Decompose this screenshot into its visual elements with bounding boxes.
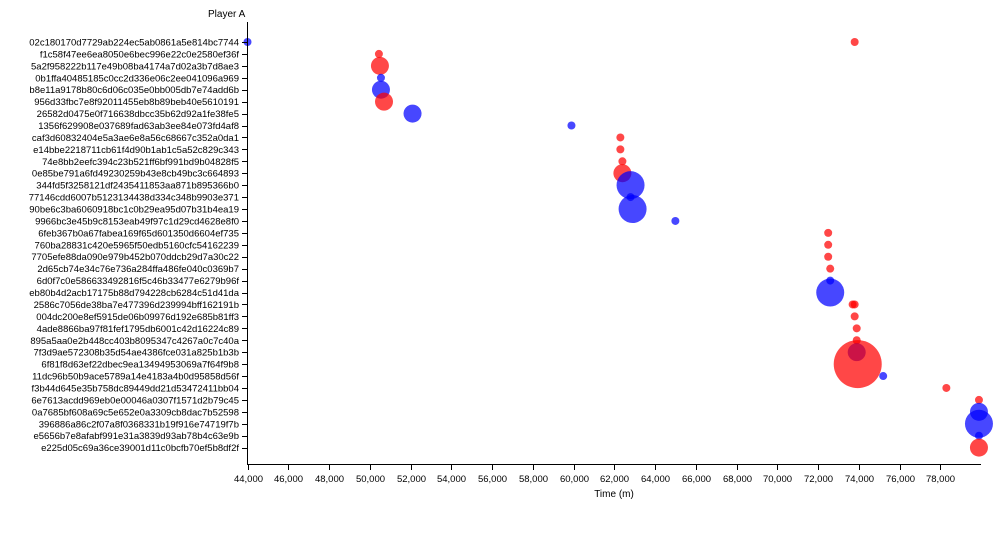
row-label: 9966bc3e45b9c8153eab49f97c1d29cd4628e8f0 bbox=[35, 216, 239, 227]
row-label: 1356f629908e037689fad63ab3ee84e073fd4af8 bbox=[38, 121, 239, 132]
x-tick-label: 74,000 bbox=[845, 474, 874, 485]
data-point-red[interactable] bbox=[850, 300, 859, 309]
data-point-red[interactable] bbox=[374, 49, 383, 58]
data-point-red[interactable] bbox=[824, 240, 833, 249]
row-label: 11dc96b50b9ace5789a14e4183a4b0d95858d56f bbox=[32, 372, 239, 383]
row-label: e5656b7e8afabf991e31a3839d93ab78b4c63e9b bbox=[33, 431, 239, 442]
data-point-red[interactable] bbox=[833, 340, 882, 389]
data-point-blue[interactable] bbox=[671, 216, 680, 225]
data-point-red[interactable] bbox=[824, 228, 833, 237]
row-label: e14bbe2218711cb61f4d90b1ab1c5a52c829c343 bbox=[33, 145, 239, 156]
x-tick-label: 46,000 bbox=[274, 474, 303, 485]
row-label: 396886a86c2f07a8f0368331b19f916e74719f7b bbox=[39, 419, 239, 430]
row-label: 956d33fbc7e8f92011455eb8b89beb40e5610191 bbox=[34, 97, 239, 108]
y-axis: Player A 02c180170d7729ab224ec5ab0861a5e… bbox=[29, 9, 248, 464]
row-label: 2586c7056de38ba7e477396d239994bff162191b bbox=[34, 300, 239, 311]
y-axis-title: Player A bbox=[208, 9, 246, 20]
data-point-blue[interactable] bbox=[974, 431, 983, 440]
x-axis: 44,000 46,000 48,000 50,000 52,000 54,000 56,0… bbox=[234, 464, 981, 500]
data-point-blue[interactable] bbox=[879, 372, 888, 381]
x-tick-label: 66,000 bbox=[682, 474, 711, 485]
data-point-blue[interactable] bbox=[816, 278, 845, 307]
row-label: 7705efe88da090e979b452b070ddcb29d7a30c22 bbox=[31, 252, 239, 263]
data-point-blue[interactable] bbox=[567, 121, 576, 130]
data-point-red[interactable] bbox=[850, 38, 859, 46]
row-label: 004dc200e8ef5915de06b09976d192e685b81ff3 bbox=[36, 312, 239, 323]
row-label: 77146cdd6007b5123134438d334c348b9903e371 bbox=[29, 193, 239, 204]
x-axis-title: Time (m) bbox=[594, 489, 634, 500]
x-tick-label: 68,000 bbox=[723, 474, 752, 485]
data-point-red[interactable] bbox=[616, 133, 625, 142]
x-tick-label: 62,000 bbox=[600, 474, 629, 485]
row-labels: 02c180170d7729ab224ec5ab0861a5e814bc7744… bbox=[29, 38, 248, 454]
x-tick-label: 78,000 bbox=[926, 474, 955, 485]
data-point-blue[interactable] bbox=[616, 171, 645, 200]
data-point-red[interactable] bbox=[852, 324, 861, 333]
row-label: eb80b4d2acb17175b88d794228cb6284c51d41da bbox=[29, 288, 239, 299]
row-label: e225d05c69a36ce39001d11c0bcfb70ef5b8df2f bbox=[41, 443, 239, 454]
x-tick-label: 52,000 bbox=[397, 474, 426, 485]
x-tick-label: 48,000 bbox=[315, 474, 344, 485]
x-tick-label: 72,000 bbox=[804, 474, 833, 485]
row-label: 344fd5f3258121df2435411853aa871b895366b0 bbox=[36, 181, 239, 192]
x-tick-label: 56,000 bbox=[478, 474, 507, 485]
row-label: 6feb367b0a67fabea169f65d601350d6604ef735 bbox=[38, 228, 239, 239]
row-label: 74e8bb2eefc394c23b521ff6bf991bd9b04828f5 bbox=[42, 157, 239, 168]
x-tick-label: 64,000 bbox=[641, 474, 670, 485]
x-tick-label: 60,000 bbox=[560, 474, 589, 485]
data-point-red[interactable] bbox=[969, 438, 988, 457]
row-label: 0b1ffa40485185c0cc2d336e06c2ee041096a969 bbox=[35, 73, 239, 84]
row-label: b8e11a9178b80c6d06c035e0bb005db7e74add6b bbox=[29, 85, 239, 96]
x-tick-label: 58,000 bbox=[519, 474, 548, 485]
data-point-red[interactable] bbox=[850, 312, 859, 321]
data-point-red[interactable] bbox=[942, 383, 951, 392]
row-label: 02c180170d7729ab224ec5ab0861a5e814bc7744 bbox=[29, 38, 239, 49]
x-ticks: 44,000 46,000 48,000 50,000 52,000 54,000 56,0… bbox=[234, 464, 955, 485]
data-point-red[interactable] bbox=[616, 145, 625, 154]
row-label: f1c58f47ee6ea8050e6bec996e22c0e2580ef36f bbox=[40, 49, 240, 60]
x-tick-label: 76,000 bbox=[886, 474, 915, 485]
data-point-blue[interactable] bbox=[376, 73, 385, 82]
row-label: 0e85be791a6fd49230259b43e8cb49bc3c664893 bbox=[32, 169, 239, 180]
row-label: 6f81f8d63ef22dbec9ea13494953069a7f64f9b8 bbox=[41, 360, 239, 371]
row-label: 0a7685bf608a69c5e652e0a3309cb8dac7b52598 bbox=[32, 407, 239, 418]
data-point-blue[interactable] bbox=[403, 104, 422, 123]
row-label: 6d0f7c0e586633492816f5c46b33477e6279b96f bbox=[37, 276, 240, 287]
row-label: 4ade8866ba97f81fef1795db6001c42d16224c89 bbox=[37, 324, 239, 335]
data-point-blue[interactable] bbox=[618, 195, 647, 224]
row-label: caf3d60832404e5a3ae6e8a56c68667c352a0da1 bbox=[32, 133, 239, 144]
data-point-blue[interactable] bbox=[964, 409, 993, 438]
data-point-red[interactable] bbox=[618, 157, 627, 166]
row-label: 90be6c3ba6060918bc1c0b29ea95d07b31b4ea19 bbox=[29, 205, 239, 216]
data-point-red[interactable] bbox=[375, 92, 394, 111]
x-tick-label: 50,000 bbox=[356, 474, 385, 485]
row-label: f3b44d645e35b758dc89449dd21d53472411bb04 bbox=[32, 383, 239, 394]
data-point-red[interactable] bbox=[824, 252, 833, 261]
row-label: 5a2f958222b117e49b08ba4174a7d02a3b7d8ae3 bbox=[31, 61, 239, 72]
x-tick-label: 70,000 bbox=[763, 474, 792, 485]
row-label: 6e7613acdd969eb0e00046a0307f1571d2b79c45 bbox=[31, 395, 239, 406]
points-layer bbox=[243, 38, 993, 457]
data-point-red[interactable] bbox=[370, 56, 389, 75]
row-label: 26582d0475e0f716638dbcc35b62d92a1fe38fe5 bbox=[37, 109, 239, 120]
row-label: 895a5aa0e2b448cc403b8095347c4267a0c7c40a bbox=[30, 336, 239, 347]
x-tick-label: 44,000 bbox=[234, 474, 263, 485]
row-label: 760ba28831c420e5965f50edb5160cfc54162239 bbox=[35, 240, 239, 251]
row-label: 2d65cb74e34c76e736a284ffa486fe040c0369b7 bbox=[37, 264, 239, 275]
data-point-red[interactable] bbox=[826, 264, 835, 273]
data-point-red[interactable] bbox=[974, 395, 983, 404]
x-tick-label: 54,000 bbox=[437, 474, 466, 485]
row-label: 7f3d9ae572308b35d54ae4386fce031a825b1b3b bbox=[33, 348, 239, 359]
